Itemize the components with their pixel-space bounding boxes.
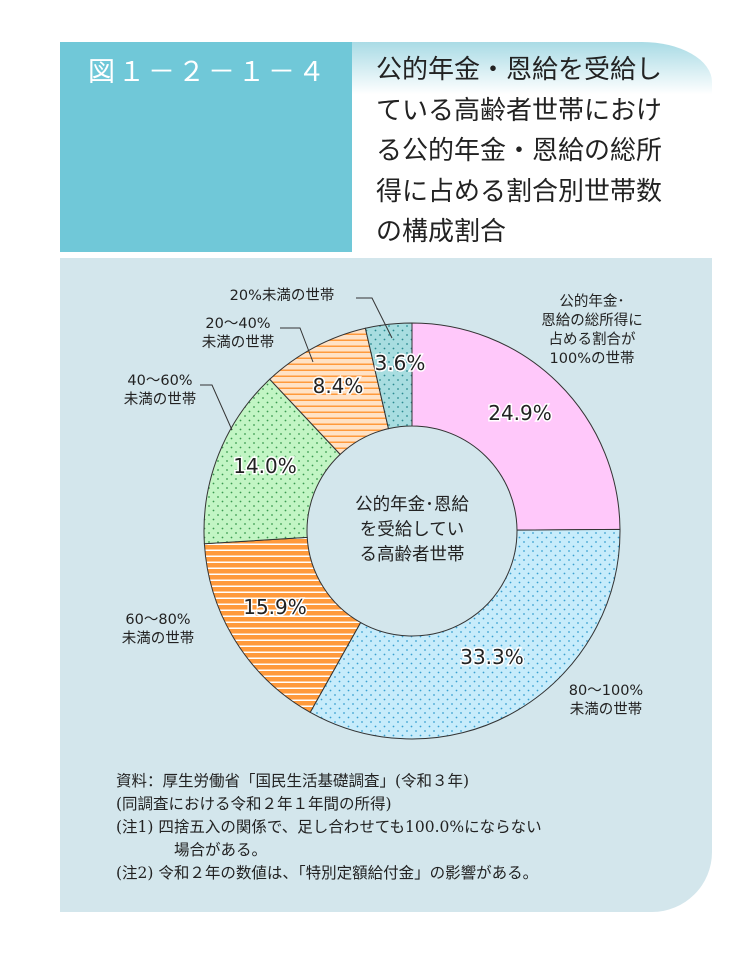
center-label: を受給してい xyxy=(360,520,464,540)
slice-1 xyxy=(309,528,621,740)
chart-title: 公的年金・恩給を受給している高齢者世帯における公的年金・恩給の総所得に占める割合… xyxy=(376,55,663,247)
value-label: 15.9% xyxy=(243,595,307,619)
category-label: 未満の世帯 xyxy=(570,701,643,718)
leader-line xyxy=(356,297,393,339)
category-label: 恩給の総所得に xyxy=(541,312,643,329)
leader-line xyxy=(200,384,233,431)
category-label: 20%未満の世帯 xyxy=(230,287,335,304)
value-label: 33.3% xyxy=(460,645,524,669)
category-label: 占める割合が xyxy=(549,331,636,348)
note-source-detail: (同調査における令和２年１年間の所得) xyxy=(116,795,392,813)
category-label: 未満の世帯 xyxy=(124,391,197,408)
category-label: 60～80% xyxy=(125,612,190,628)
category-label: 40～60% xyxy=(127,373,192,389)
category-label: 20～40% xyxy=(205,316,270,332)
value-label: 14.0% xyxy=(233,454,297,478)
slice-0 xyxy=(411,322,621,531)
category-label: 公的年金･ xyxy=(559,293,624,310)
notes: 資料：厚生労働省「国民生活基礎調査」(令和３年) (同調査における令和２年１年間… xyxy=(116,770,542,885)
note-1: (注1) 四捨五入の関係で、足し合わせても100.0%にならない xyxy=(116,818,542,836)
category-label: 未満の世帯 xyxy=(202,334,275,351)
center-label: る高齢者世帯 xyxy=(360,545,465,565)
note-2: (注2) 令和２年の数値は、「特別定額給付金」の影響がある。 xyxy=(116,864,539,882)
slice-5 xyxy=(364,322,413,430)
value-label: 8.4% xyxy=(313,374,364,398)
figure-number: 図１－２－１－４ xyxy=(88,57,328,88)
value-label: 24.9% xyxy=(488,401,552,425)
category-label: 未満の世帯 xyxy=(122,630,195,647)
category-label: 100%の世帯 xyxy=(550,350,635,367)
value-label: 3.6% xyxy=(375,351,426,375)
leader-line xyxy=(280,327,314,363)
slice-2 xyxy=(203,536,362,714)
center-label: 公的年金･恩給 xyxy=(355,495,469,515)
figure-number-box xyxy=(60,42,352,252)
note-1-cont: 場合がある。 xyxy=(174,841,268,859)
note-source: 資料：厚生労働省「国民生活基礎調査」(令和３年) xyxy=(116,772,470,790)
slice-3 xyxy=(203,378,341,545)
category-label: 80～100% xyxy=(569,683,643,699)
